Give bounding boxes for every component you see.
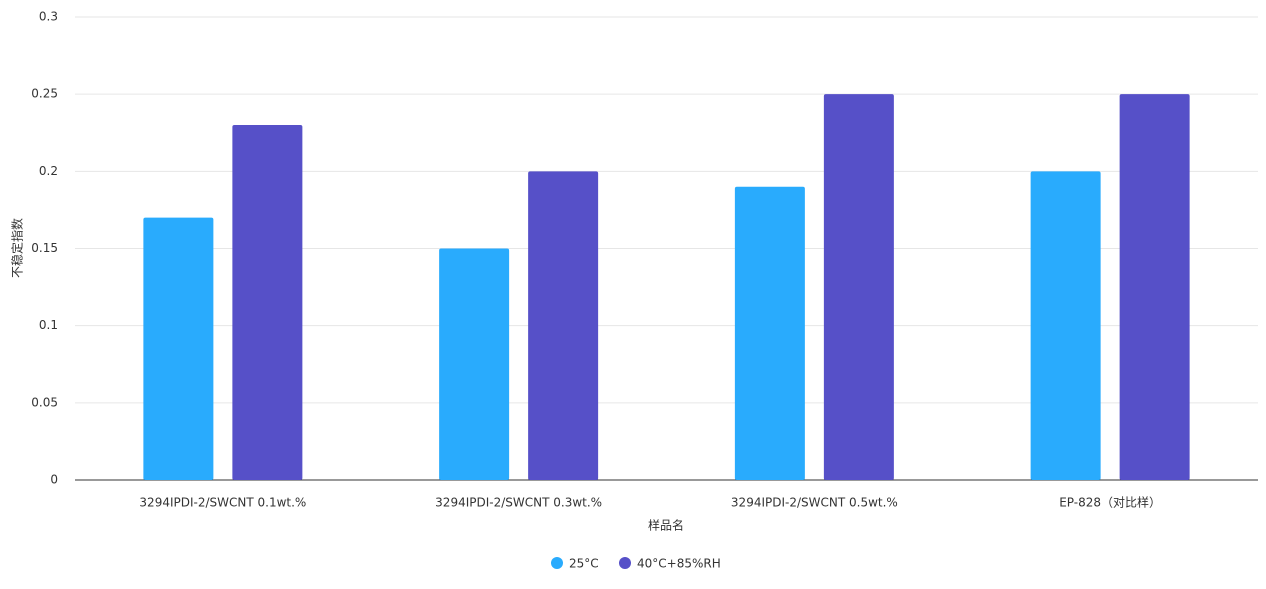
bar xyxy=(528,171,599,481)
x-tick-label: 3294IPDI-2/SWCNT 0.5wt.% xyxy=(731,496,898,510)
bar xyxy=(232,125,303,481)
y-tick-label: 0.25 xyxy=(31,87,58,101)
legend-label: 25°C xyxy=(569,557,599,571)
legend-marker xyxy=(551,557,563,569)
y-tick-label: 0.3 xyxy=(39,10,58,24)
x-axis-title: 样品名 xyxy=(648,518,684,533)
bar xyxy=(143,217,214,480)
y-tick-label: 0.1 xyxy=(39,318,58,332)
legend-marker xyxy=(619,557,631,569)
bar xyxy=(439,248,510,480)
x-tick-label: 3294IPDI-2/SWCNT 0.3wt.% xyxy=(435,496,602,510)
y-tick-label: 0.2 xyxy=(39,164,58,178)
bar xyxy=(823,94,894,481)
bar xyxy=(734,186,805,480)
x-tick-label: 3294IPDI-2/SWCNT 0.1wt.% xyxy=(139,496,306,510)
bar xyxy=(1119,94,1190,481)
y-tick-label: 0.15 xyxy=(31,241,58,255)
y-tick-label: 0.05 xyxy=(31,395,58,409)
bar xyxy=(1030,171,1101,481)
y-tick-label: 0 xyxy=(50,473,58,487)
legend-label: 40°C+85%RH xyxy=(637,557,721,571)
y-axis-title: 不稳定指数 xyxy=(10,218,25,278)
x-tick-label: EP-828（对比样） xyxy=(1059,495,1161,510)
